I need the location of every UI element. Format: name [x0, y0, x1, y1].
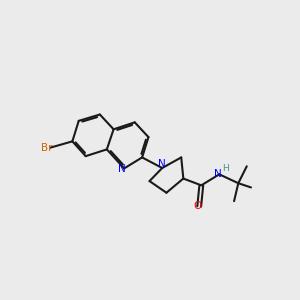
Text: N: N [118, 164, 126, 175]
Text: N: N [214, 169, 221, 179]
Text: N: N [158, 159, 166, 169]
Text: O: O [194, 202, 202, 212]
Text: Br: Br [41, 143, 53, 153]
Text: H: H [222, 164, 229, 173]
